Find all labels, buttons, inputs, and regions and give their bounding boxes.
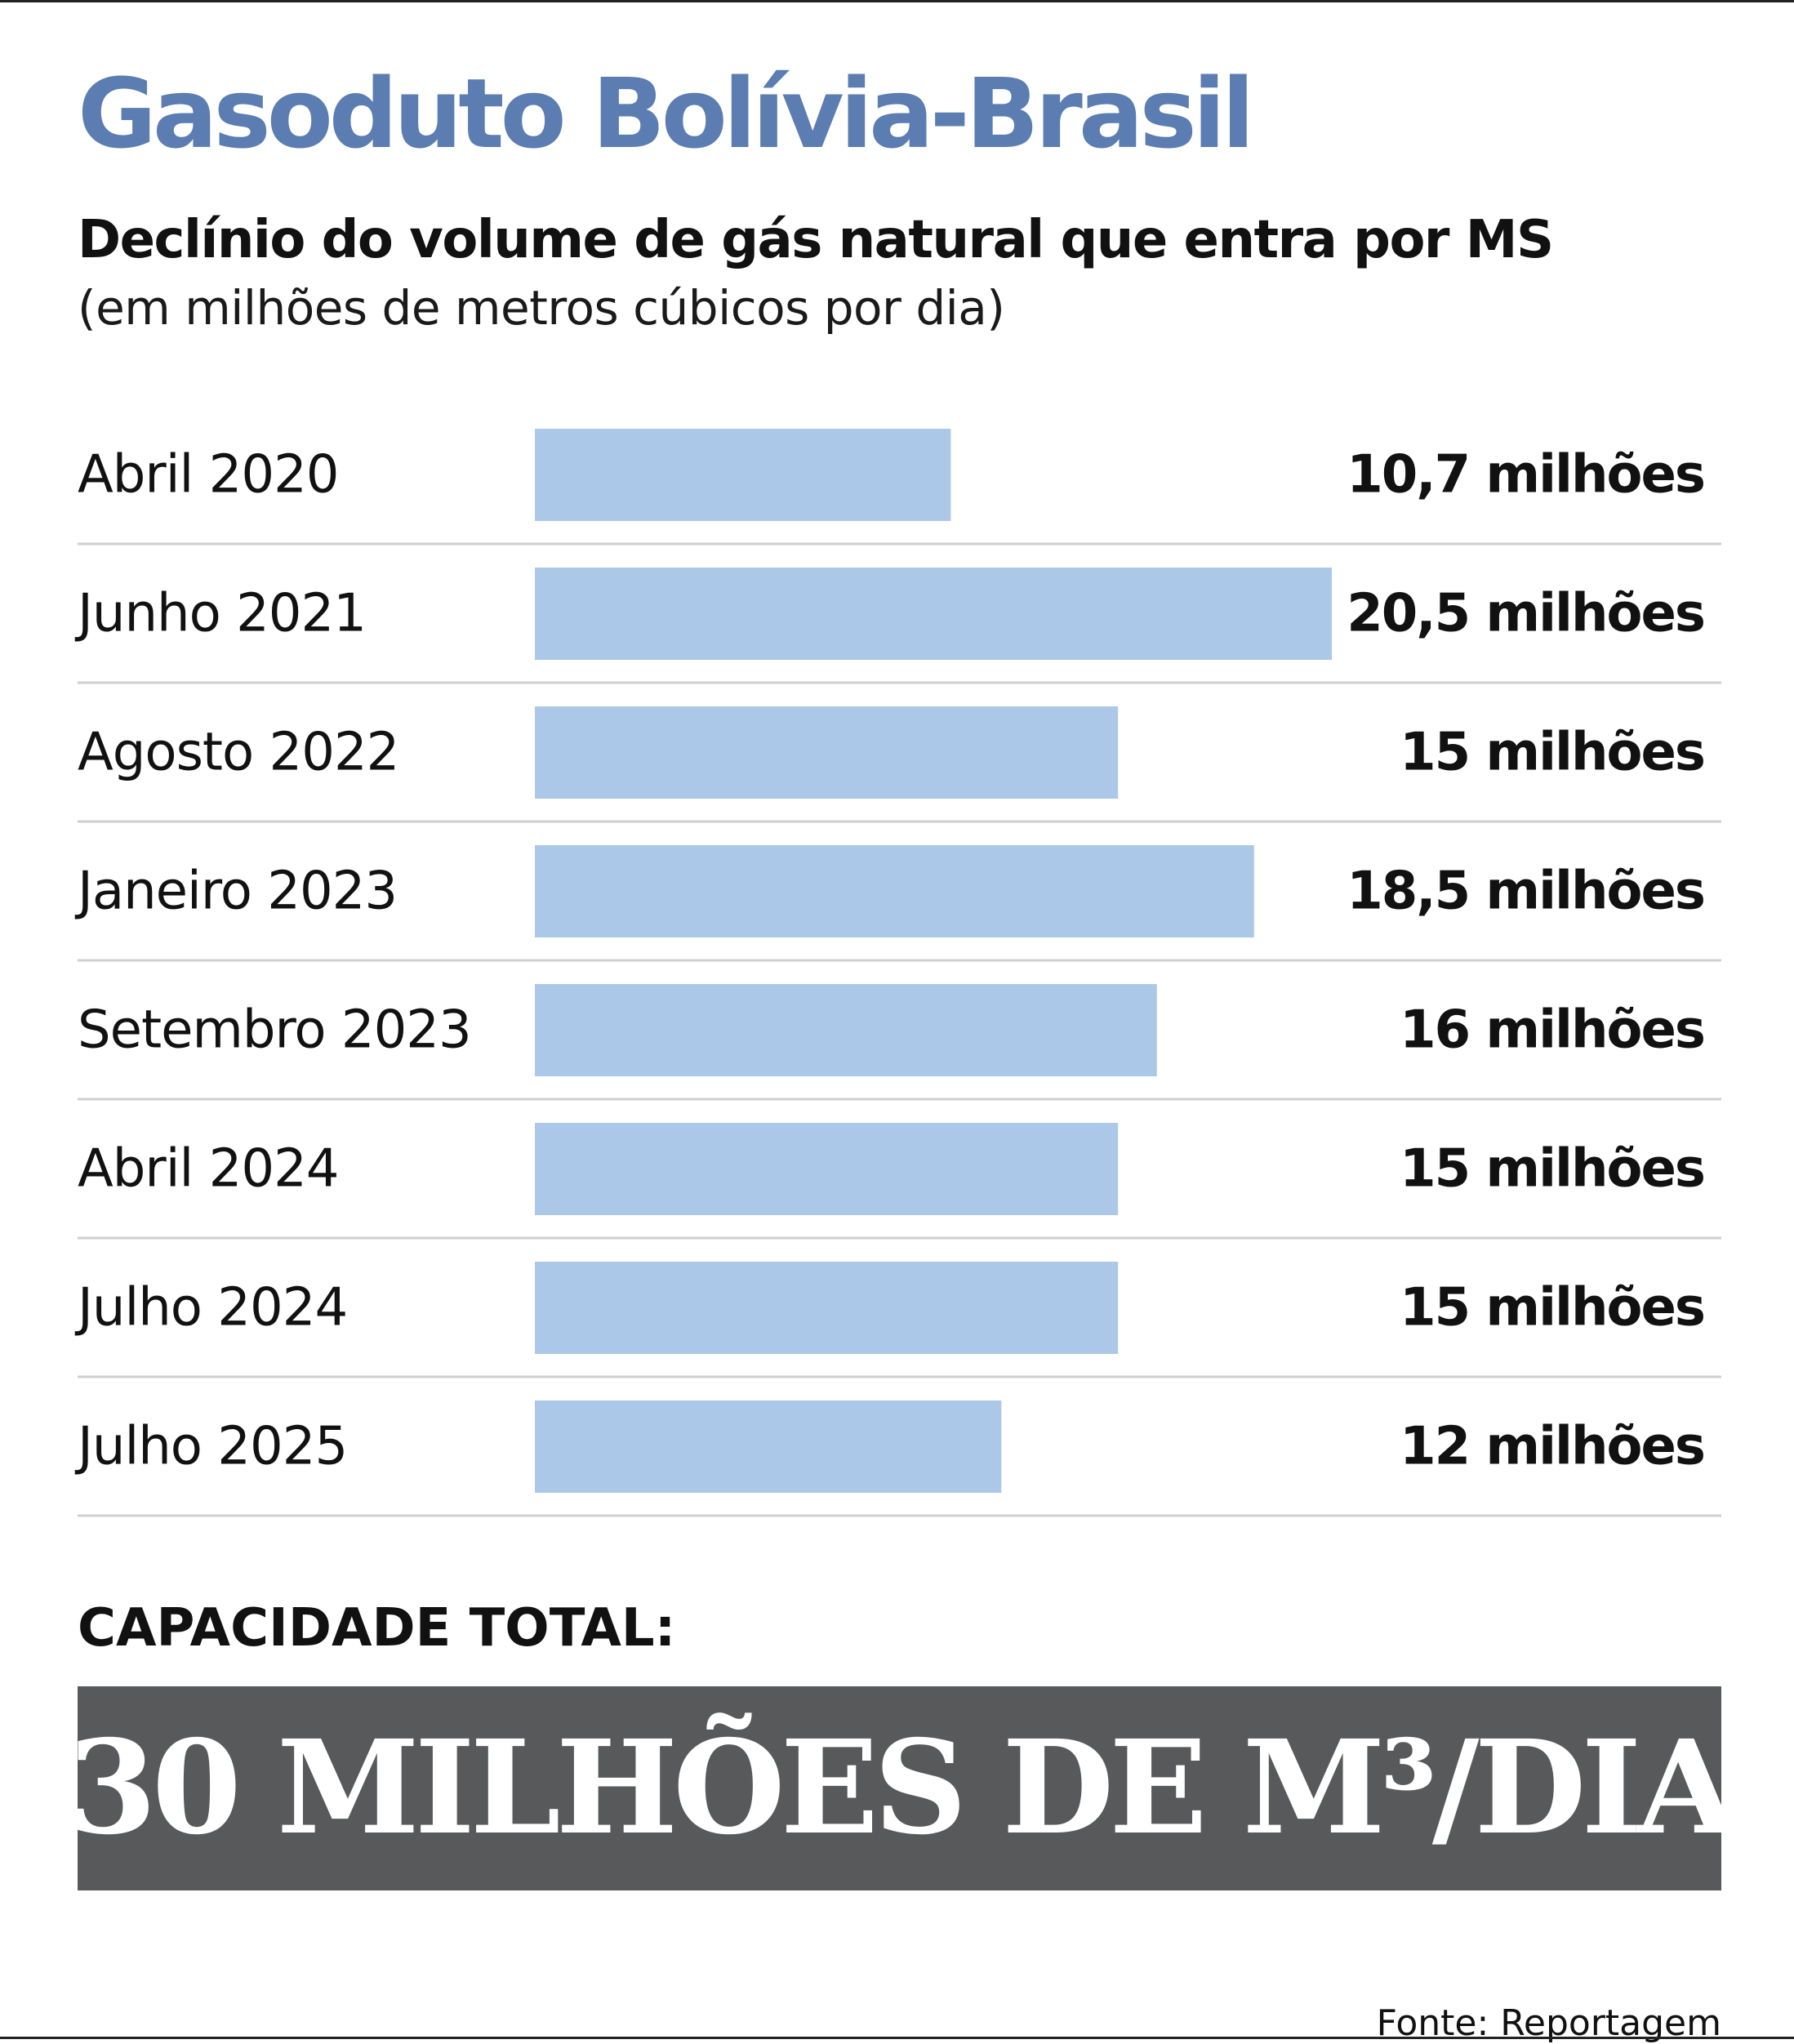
category-label-1: Junho 2021	[74, 584, 366, 644]
source-note: Fonte: Reportagem	[1376, 2002, 1721, 2044]
bar-1	[535, 568, 1332, 660]
bar-3	[535, 845, 1254, 937]
value-label-5: 15 milhões	[1400, 1139, 1704, 1200]
category-label-0: Abril 2020	[78, 445, 339, 505]
page-title: Gasoduto Bolívia-Brasil	[78, 57, 1255, 170]
category-label-3: Janeiro 2023	[74, 862, 397, 922]
category-label-6: Julho 2024	[74, 1278, 347, 1338]
category-label-7: Julho 2025	[74, 1417, 347, 1477]
value-label-3: 18,5 milhões	[1347, 862, 1704, 922]
chart-unit: (em milhões de metros cúbicos por dia)	[78, 280, 1005, 336]
capacity-label: CAPACIDADE TOTAL:	[78, 1598, 676, 1659]
bar-4	[535, 984, 1157, 1076]
bar-6	[535, 1262, 1119, 1354]
category-label-4: Setembro 2023	[78, 1000, 471, 1061]
value-label-2: 15 milhões	[1400, 723, 1704, 783]
value-label-0: 10,7 milhões	[1347, 445, 1704, 505]
bar-2	[535, 706, 1119, 799]
capacity-box: 30 MILHÕES DE M³/DIA	[67, 1686, 1737, 1890]
value-label-4: 16 milhões	[1400, 1000, 1704, 1061]
chart-subtitle: Declínio do volume de gás natural que en…	[78, 210, 1554, 270]
value-label-6: 15 milhões	[1400, 1278, 1704, 1338]
bottom-border	[0, 2037, 1794, 2039]
category-label-2: Agosto 2022	[78, 723, 398, 783]
bar-5	[535, 1123, 1119, 1215]
value-label-1: 20,5 milhões	[1347, 584, 1704, 644]
top-border	[0, 0, 1794, 2]
bar-0	[535, 429, 951, 521]
bar-7	[535, 1401, 1002, 1493]
capacity-value: 30 MILHÕES DE M³/DIA	[67, 1712, 1737, 1864]
bar-chart: Abril 2020 10,7 milhões Junho 2021 20,5 mil…	[74, 429, 1721, 1517]
category-label-5: Abril 2024	[78, 1139, 339, 1200]
value-label-7: 12 milhões	[1400, 1417, 1704, 1477]
